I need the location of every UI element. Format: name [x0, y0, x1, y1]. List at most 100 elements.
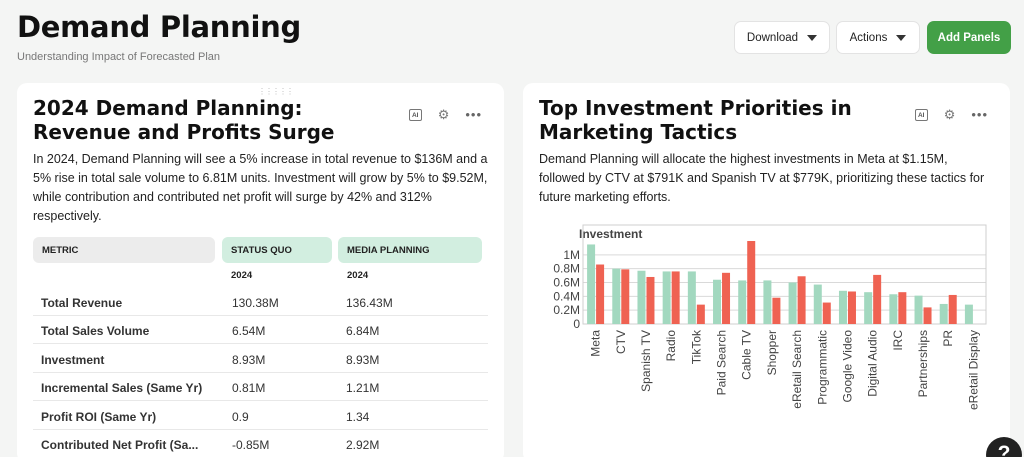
status-quo-value: 0.9 [232, 410, 249, 424]
x-tick-label: eRetail Display [966, 330, 980, 410]
x-tick-label: TikTok [689, 329, 703, 364]
x-tick-label: IRC [891, 330, 905, 351]
x-tick-label: Programmatic [815, 330, 829, 405]
investment-priorities-card: Top Investment Priorities in Marketing T… [523, 83, 1010, 457]
ai-icon[interactable]: AI [914, 109, 928, 121]
card-title: 2024 Demand Planning: Revenue and Profit… [33, 96, 335, 144]
card-icons: AI ⚙ ••• [408, 107, 482, 122]
actions-label: Actions [849, 31, 888, 44]
bar [772, 297, 781, 324]
bar [763, 280, 772, 324]
media-planning-header: MEDIA PLANNING [338, 237, 482, 263]
bar [671, 271, 680, 324]
bar [621, 269, 630, 324]
bar [637, 270, 646, 324]
bar [738, 280, 747, 324]
bar [646, 276, 655, 324]
table-row: Profit ROI (Same Yr) 0.9 1.34 [33, 402, 488, 430]
bar [898, 292, 907, 324]
x-tick-label: Cable TV [740, 330, 754, 380]
x-tick-label: Partnerships [916, 330, 930, 397]
x-tick-label: CTV [614, 330, 628, 354]
add-panels-button[interactable]: Add Panels [927, 21, 1011, 54]
media-planning-value: 136.43M [346, 296, 393, 310]
media-planning-value: 1.21M [346, 381, 380, 395]
media-planning-year: 2024 [347, 270, 369, 281]
x-tick-label: Shopper [765, 330, 779, 375]
bar [847, 291, 856, 324]
table-row: Incremental Sales (Same Yr) 0.81M 1.21M [33, 373, 488, 401]
gear-icon[interactable]: ⚙ [437, 107, 450, 122]
media-planning-value: 6.84M [346, 324, 380, 338]
x-tick-label: eRetail Search [790, 330, 804, 409]
y-tick-label: 0.8M [553, 262, 580, 276]
media-planning-value: 8.93M [346, 353, 380, 367]
x-tick-label: PR [941, 330, 955, 347]
y-tick-label: 0.6M [553, 276, 580, 290]
gear-icon[interactable]: ⚙ [943, 107, 956, 122]
bar [838, 290, 847, 324]
help-button[interactable]: ? [986, 437, 1022, 457]
metric-name: Total Revenue [41, 296, 123, 310]
page-subtitle: Understanding Impact of Forecasted Plan [17, 51, 221, 63]
y-tick-label: 0.4M [553, 289, 580, 303]
chevron-down-icon [896, 34, 907, 41]
bar [596, 264, 605, 324]
table-row: Investment 8.93M 8.93M [33, 345, 488, 373]
status-quo-header: STATUS QUO [222, 237, 332, 263]
status-quo-value: 0.81M [232, 381, 266, 395]
status-quo-value: 130.38M [232, 296, 279, 310]
x-tick-label: Spanish TV [639, 330, 653, 392]
x-tick-label: Meta [589, 330, 603, 357]
bar [747, 241, 756, 324]
bar [964, 304, 973, 324]
media-planning-value: 1.34 [346, 410, 370, 424]
bar [788, 282, 797, 324]
revenue-profit-card: ⋮⋮⋮⋮⋮ 2024 Demand Planning: Revenue and … [17, 83, 504, 457]
download-button[interactable]: Download [734, 21, 830, 54]
y-tick-label: 0 [573, 317, 580, 331]
bar [914, 295, 923, 324]
metric-name: Profit ROI (Same Yr) [41, 410, 157, 424]
y-tick-label: 0.2M [553, 303, 580, 317]
card-icons: AI ⚙ ••• [914, 107, 988, 122]
status-quo-value: 6.54M [232, 324, 266, 338]
chevron-down-icon [807, 34, 818, 41]
metric-name: Incremental Sales (Same Yr) [41, 381, 203, 395]
x-tick-label: Digital Audio [866, 330, 880, 397]
download-label: Download [746, 31, 799, 44]
bar [813, 284, 822, 324]
status-quo-value: 8.93M [232, 353, 266, 367]
bar [864, 292, 873, 324]
bar [923, 307, 932, 324]
bar [797, 276, 806, 324]
drag-handle-icon[interactable]: ⋮⋮⋮⋮⋮ [258, 87, 294, 96]
plot-frame [582, 224, 987, 325]
table-row: Total Revenue 130.38M 136.43M [33, 288, 488, 316]
x-tick-label: Radio [664, 330, 678, 362]
bar [687, 271, 696, 324]
more-options-icon[interactable]: ••• [465, 107, 482, 122]
card-title: Top Investment Priorities in Marketing T… [539, 96, 852, 144]
ai-icon[interactable]: AI [408, 109, 422, 121]
bar [713, 279, 722, 324]
bar [939, 303, 948, 324]
metric-header: METRIC [33, 237, 215, 263]
bar [889, 294, 898, 324]
x-tick-label: Google Video [840, 330, 854, 403]
status-quo-year: 2024 [231, 270, 253, 281]
card-description: In 2024, Demand Planning will see a 5% i… [33, 152, 488, 223]
metric-name: Total Sales Volume [41, 324, 150, 338]
x-tick-label: Paid Search [715, 330, 729, 395]
bar [662, 271, 671, 324]
bar [722, 272, 731, 324]
page-title: Demand Planning [17, 10, 301, 44]
y-axis-label: Investment [579, 227, 642, 241]
bar [948, 294, 957, 324]
bar [612, 268, 621, 324]
actions-button[interactable]: Actions [836, 21, 920, 54]
y-tick-label: 1M [563, 248, 580, 262]
more-options-icon[interactable]: ••• [971, 107, 988, 122]
metric-name: Investment [41, 353, 105, 367]
